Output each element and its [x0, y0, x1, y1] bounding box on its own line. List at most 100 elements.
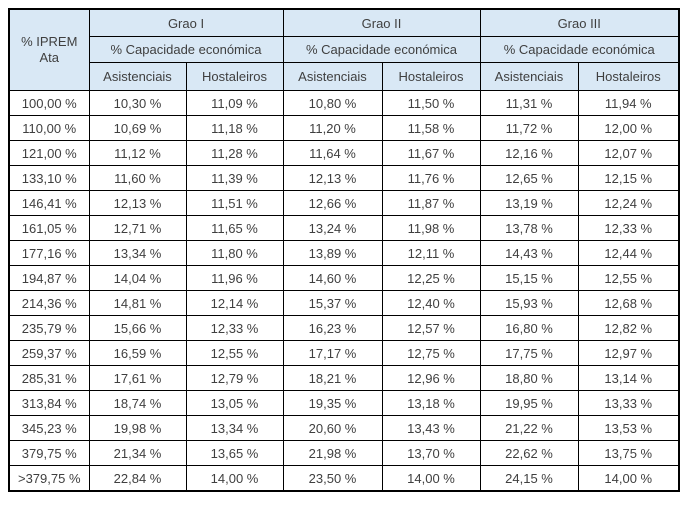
group-header-grao-i: Grao I: [88, 8, 284, 37]
value-cell: 14,60 %: [282, 265, 383, 291]
value-cell: 12,75 %: [381, 340, 481, 366]
value-cell: 22,84 %: [88, 465, 187, 492]
value-cell: 16,80 %: [479, 315, 579, 341]
iprem-cell: 345,23 %: [8, 415, 90, 441]
value-cell: 13,78 %: [479, 215, 579, 241]
value-cell: 13,19 %: [479, 190, 579, 216]
iprem-cell: 285,31 %: [8, 365, 90, 391]
value-cell: 12,82 %: [577, 315, 680, 341]
subheader-capacidade-grao-ii: % Capacidade económica: [282, 36, 481, 63]
value-cell: 13,05 %: [185, 390, 284, 416]
value-cell: 11,98 %: [381, 215, 481, 241]
value-cell: 13,33 %: [577, 390, 680, 416]
iprem-cell: 214,36 %: [8, 290, 90, 316]
value-cell: 18,74 %: [88, 390, 187, 416]
iprem-cell: 161,05 %: [8, 215, 90, 241]
value-cell: 13,75 %: [577, 440, 680, 466]
table-row: 313,84 % 18,74 % 13,05 % 19,35 % 13,18 % 19,9…: [8, 390, 680, 416]
value-cell: 21,98 %: [282, 440, 383, 466]
value-cell: 23,50 %: [282, 465, 383, 492]
col-header-grao-i-hostaleiros: Hostaleiros: [185, 62, 284, 91]
table-row: 100,00 % 10,30 % 11,09 % 10,80 % 11,50 % 11,3…: [8, 90, 680, 116]
table-row: 146,41 % 12,13 % 11,51 % 12,66 % 11,87 % 13,1…: [8, 190, 680, 216]
value-cell: 12,65 %: [479, 165, 579, 191]
iprem-cell: 313,84 %: [8, 390, 90, 416]
value-cell: 12,14 %: [185, 290, 284, 316]
value-cell: 11,80 %: [185, 240, 284, 266]
value-cell: 12,66 %: [282, 190, 383, 216]
value-cell: 14,00 %: [381, 465, 481, 492]
table-row: 259,37 % 16,59 % 12,55 % 17,17 % 12,75 % 17,7…: [8, 340, 680, 366]
value-cell: 11,76 %: [381, 165, 481, 191]
value-cell: 12,15 %: [577, 165, 680, 191]
value-cell: 20,60 %: [282, 415, 383, 441]
value-cell: 13,65 %: [185, 440, 284, 466]
value-cell: 15,37 %: [282, 290, 383, 316]
value-cell: 16,23 %: [282, 315, 383, 341]
table-row: 177,16 % 13,34 % 11,80 % 13,89 % 12,11 % 14,4…: [8, 240, 680, 266]
value-cell: 12,55 %: [577, 265, 680, 291]
value-cell: 13,34 %: [88, 240, 187, 266]
value-cell: 11,64 %: [282, 140, 383, 166]
value-cell: 12,33 %: [577, 215, 680, 241]
value-cell: 11,96 %: [185, 265, 284, 291]
value-cell: 17,61 %: [88, 365, 187, 391]
value-cell: 12,33 %: [185, 315, 284, 341]
value-cell: 11,94 %: [577, 90, 680, 116]
value-cell: 13,43 %: [381, 415, 481, 441]
value-cell: 16,59 %: [88, 340, 187, 366]
value-cell: 15,66 %: [88, 315, 187, 341]
value-cell: 11,58 %: [381, 115, 481, 141]
col-header-grao-ii-hostaleiros: Hostaleiros: [381, 62, 481, 91]
value-cell: 12,11 %: [381, 240, 481, 266]
value-cell: 14,81 %: [88, 290, 187, 316]
table-row: 133,10 % 11,60 % 11,39 % 12,13 % 11,76 % 12,6…: [8, 165, 680, 191]
table-row: 285,31 % 17,61 % 12,79 % 18,21 % 12,96 % 18,8…: [8, 365, 680, 391]
iprem-cell: 194,87 %: [8, 265, 90, 291]
table-row: 214,36 % 14,81 % 12,14 % 15,37 % 12,40 % 15,9…: [8, 290, 680, 316]
group-header-grao-ii: Grao II: [282, 8, 481, 37]
value-cell: 15,15 %: [479, 265, 579, 291]
iprem-cell: 177,16 %: [8, 240, 90, 266]
value-cell: 10,69 %: [88, 115, 187, 141]
value-cell: 12,97 %: [577, 340, 680, 366]
value-cell: 13,89 %: [282, 240, 383, 266]
value-cell: 11,28 %: [185, 140, 284, 166]
value-cell: 13,70 %: [381, 440, 481, 466]
value-cell: 10,80 %: [282, 90, 383, 116]
iprem-cell: 379,75 %: [8, 440, 90, 466]
iprem-cell: 146,41 %: [8, 190, 90, 216]
value-cell: 19,98 %: [88, 415, 187, 441]
value-cell: 14,00 %: [577, 465, 680, 492]
value-cell: 21,22 %: [479, 415, 579, 441]
value-cell: 12,13 %: [88, 190, 187, 216]
table-row: 345,23 % 19,98 % 13,34 % 20,60 % 13,43 % 21,2…: [8, 415, 680, 441]
value-cell: 18,80 %: [479, 365, 579, 391]
value-cell: 14,43 %: [479, 240, 579, 266]
iprem-cell: 133,10 %: [8, 165, 90, 191]
header-row-grao: % IPREM Ata Grao I Grao II Grao III: [8, 8, 680, 91]
header-row-categories: Asistenciais Hostaleiros Asistenciais Ho…: [9, 62, 680, 91]
value-cell: 13,14 %: [577, 365, 680, 391]
value-cell: 11,51 %: [185, 190, 284, 216]
value-cell: 12,57 %: [381, 315, 481, 341]
table-row: 379,75 % 21,34 % 13,65 % 21,98 % 13,70 % 22,6…: [8, 440, 680, 466]
value-cell: 11,50 %: [381, 90, 481, 116]
iprem-cell: 259,37 %: [8, 340, 90, 366]
value-cell: 19,95 %: [479, 390, 579, 416]
subheader-capacidade-grao-iii: % Capacidade económica: [479, 36, 680, 63]
iprem-cell: 110,00 %: [8, 115, 90, 141]
value-cell: 13,53 %: [577, 415, 680, 441]
table-row: 235,79 % 15,66 % 12,33 % 16,23 % 12,57 % 16,8…: [8, 315, 680, 341]
table-row: 194,87 % 14,04 % 11,96 % 14,60 % 12,25 % 15,1…: [8, 265, 680, 291]
value-cell: 12,25 %: [381, 265, 481, 291]
value-cell: 12,13 %: [282, 165, 383, 191]
iprem-capacidade-table: % IPREM Ata Grao I Grao II Grao III % Ca…: [8, 8, 680, 492]
table-row: 121,00 % 11,12 % 11,28 % 11,64 % 11,67 % 12,1…: [8, 140, 680, 166]
value-cell: 17,75 %: [479, 340, 579, 366]
value-cell: 12,71 %: [88, 215, 187, 241]
value-cell: 11,87 %: [381, 190, 481, 216]
value-cell: 21,34 %: [88, 440, 187, 466]
value-cell: 12,55 %: [185, 340, 284, 366]
